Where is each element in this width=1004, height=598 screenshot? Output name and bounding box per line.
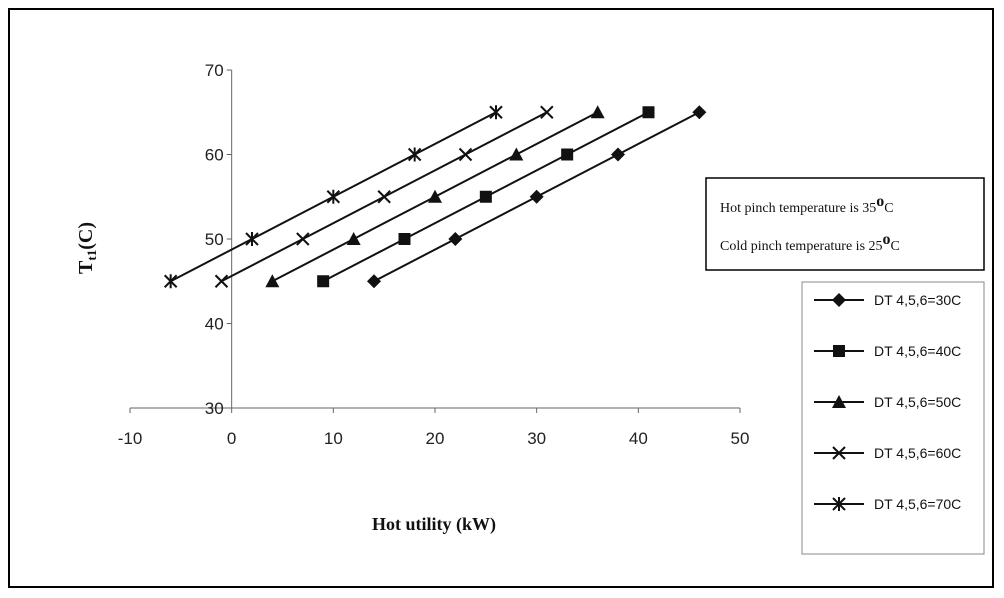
data-point (245, 232, 259, 246)
series-diamond (367, 105, 707, 289)
x-tick-label: 40 (629, 429, 648, 448)
series-x (214, 105, 554, 288)
legend-entry: DT 4,5,6=30C (814, 292, 961, 308)
y-axis-title-unit: (C) (75, 222, 97, 250)
legend-entry: DT 4,5,6=50C (814, 394, 961, 410)
data-point (489, 105, 503, 120)
legend-swatch-marker (832, 446, 846, 460)
data-point (428, 189, 442, 203)
annotation-border (705, 177, 985, 271)
data-point (509, 147, 524, 161)
legend-entry: DT 4,5,6=60C (814, 445, 961, 461)
legend: DT 4,5,6=30C DT 4,5,6=40C DT 4,5,6=50C DT 4… (801, 281, 985, 555)
cold-pinch-degree: o (883, 231, 891, 248)
data-point-stroke (377, 190, 391, 204)
data-point (214, 274, 229, 288)
data-point-stroke (458, 147, 473, 162)
data-point (540, 105, 554, 119)
data-point (163, 274, 178, 289)
hot-pinch-note: Hot pinch temperature is 35oC (720, 193, 894, 216)
y-axis-title-sub: t1 (84, 250, 99, 261)
hot-pinch-unit: C (884, 201, 893, 216)
data-point (398, 233, 411, 245)
data-point-stroke (540, 105, 554, 119)
data-point (346, 232, 361, 245)
data-point (448, 232, 463, 246)
hot-pinch-note-text: Hot pinch temperature is 35 (720, 201, 876, 216)
cold-pinch-note-text: Cold pinch temperature is 25 (720, 239, 883, 254)
legend-swatch-marker (833, 345, 845, 357)
data-point (611, 147, 625, 162)
data-point (479, 190, 492, 203)
y-tick-label: 40 (205, 315, 224, 334)
y-axis-title: Tt1(C) (75, 222, 99, 274)
x-tick-label: 0 (227, 429, 236, 448)
x-tick-label: -10 (118, 429, 143, 448)
y-tick-label: 70 (205, 61, 224, 80)
data-point (590, 105, 605, 119)
cold-pinch-note: Cold pinch temperature is 25oC (720, 231, 900, 254)
pinch-annotation-box: Hot pinch temperature is 35oC Cold pinch… (705, 177, 985, 271)
x-tick-label: 10 (324, 429, 343, 448)
series-layer (163, 105, 707, 289)
x-axis-title: Hot utility (kW) (372, 514, 496, 535)
x-tick-label: 20 (426, 429, 445, 448)
svg-text:Tt1(C): Tt1(C) (75, 222, 99, 274)
legend-swatch-marker (832, 395, 846, 408)
legend-label: DT 4,5,6=60C (874, 445, 961, 461)
data-point (296, 232, 310, 246)
data-point (326, 189, 341, 204)
legend-swatch-marker (832, 293, 846, 307)
data-point (377, 190, 391, 204)
data-point (529, 189, 544, 204)
legend-label: DT 4,5,6=40C (874, 343, 961, 359)
x-tick-label: 30 (527, 429, 546, 448)
data-point (367, 274, 381, 289)
y-tick-label: 30 (205, 399, 224, 418)
series-triangle (265, 105, 605, 288)
axes: -10 0 10 20 30 40 50 30 40 50 60 70 (118, 61, 750, 448)
legend-entry: DT 4,5,6=40C (814, 343, 961, 359)
cold-pinch-unit: C (891, 239, 900, 254)
legend-border (801, 281, 985, 555)
data-point (692, 105, 707, 120)
hot-pinch-degree: o (876, 193, 884, 210)
y-tick-label: 50 (205, 230, 224, 249)
data-point (265, 274, 280, 288)
series-square (317, 106, 655, 288)
data-point-stroke (214, 274, 229, 288)
data-point (317, 275, 330, 288)
data-point (561, 148, 574, 161)
legend-label: DT 4,5,6=50C (874, 394, 961, 410)
data-point-stroke (296, 232, 310, 246)
data-point (458, 147, 473, 162)
legend-label: DT 4,5,6=30C (874, 292, 961, 308)
legend-label: DT 4,5,6=70C (874, 496, 961, 512)
series-star (163, 105, 503, 289)
y-axis-title-main: T (75, 260, 97, 274)
y-tick-label: 60 (205, 146, 224, 165)
legend-swatch-marker (832, 497, 846, 511)
legend-swatch-marker-stroke (832, 446, 846, 460)
x-tick-label: 50 (731, 429, 750, 448)
data-point (407, 147, 422, 162)
legend-entry: DT 4,5,6=70C (814, 496, 961, 512)
data-point (642, 106, 655, 119)
